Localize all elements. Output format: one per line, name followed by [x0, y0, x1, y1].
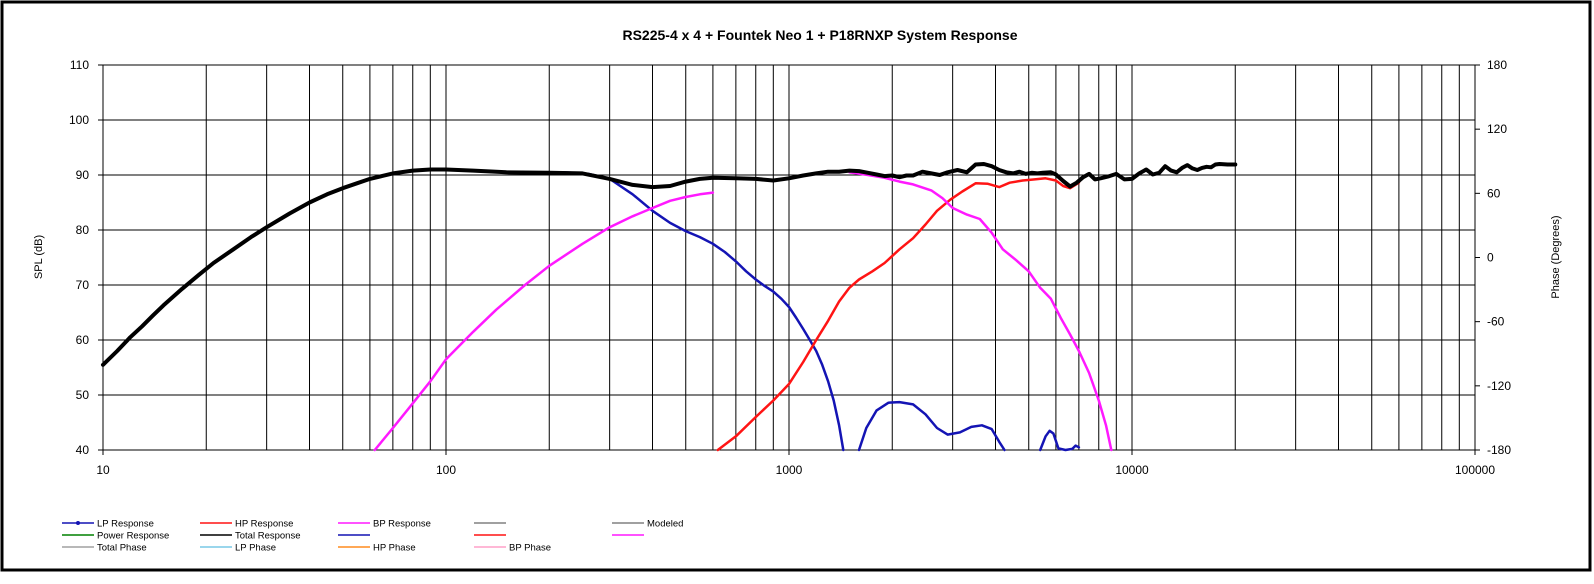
legend-label: Total Response: [235, 531, 300, 542]
x-tick-label: 10: [96, 463, 110, 477]
lp-response-line: [1038, 429, 1081, 452]
legend-item: Total Phase: [62, 543, 147, 554]
y2-tick-label: 180: [1487, 58, 1507, 72]
chart-border: [0, 0, 1592, 572]
y2-axis: -180 -120 -60 0 60 120 180: [1475, 58, 1511, 457]
legend-item: BP Response: [338, 519, 431, 530]
grid: [103, 64, 1475, 451]
legend-label: LP Response: [97, 519, 154, 530]
total-response-series: [101, 162, 1238, 367]
bp-response-series: [373, 171, 1113, 452]
y-tick-label: 60: [76, 333, 90, 347]
x-axis: 10 100 1000 10000 100000: [96, 450, 1495, 477]
y-axis-label: SPL (dB): [33, 235, 45, 279]
x-tick-label: 10000: [1115, 463, 1149, 477]
bp-response-line: [848, 171, 1113, 452]
legend-label: BP Phase: [509, 543, 551, 554]
x-tick-label: 1000: [776, 463, 803, 477]
legend-marker: [76, 521, 80, 525]
series-layer: [101, 162, 1238, 452]
total-response-line: [101, 162, 1238, 367]
bp-response-line: [373, 191, 715, 452]
y-tick-label: 80: [76, 223, 90, 237]
y-tick-label: 50: [76, 388, 90, 402]
y-tick-label: 90: [76, 168, 90, 182]
y2-tick-label: -120: [1487, 379, 1511, 393]
y2-axis-label: Phase (Degrees): [1550, 215, 1562, 298]
legend-item: HP Phase: [338, 543, 416, 554]
chart-title: RS225-4 x 4 + Fountek Neo 1 + P18RNXP Sy…: [622, 27, 1017, 43]
legend-label: BP Response: [373, 519, 431, 530]
legend-item: HP Response: [200, 519, 293, 530]
legend-label: Power Response: [97, 531, 169, 542]
legend-item: Total Response: [200, 531, 300, 542]
legend-label: LP Phase: [235, 543, 276, 554]
y-tick-label: 100: [69, 113, 89, 127]
legend-label: Modeled: [647, 519, 683, 530]
y2-tick-label: 0: [1487, 251, 1494, 265]
y-tick-label: 110: [70, 58, 89, 72]
hp-response-series: [716, 177, 1081, 452]
y2-tick-label: 60: [1487, 186, 1501, 200]
lp-response-line: [562, 171, 845, 452]
hp-response-line: [716, 177, 1081, 452]
y-tick-label: 70: [76, 278, 90, 292]
legend-item: BP Phase: [474, 543, 551, 554]
y-tick-label: 40: [76, 443, 90, 457]
y2-tick-label: -180: [1487, 443, 1511, 457]
y-axis: 40 50 60 70 80 90 100 110: [69, 58, 103, 457]
lp-response-series: [562, 171, 1081, 452]
legend-label: HP Phase: [373, 543, 416, 554]
y2-tick-label: 120: [1487, 122, 1507, 136]
legend: LP Response HP Response BP Response Modeled…: [62, 519, 683, 554]
legend-item: Modeled: [612, 519, 683, 530]
x-tick-label: 100000: [1455, 463, 1495, 477]
legend-item: LP Phase: [200, 543, 276, 554]
y2-tick-label: -60: [1487, 315, 1505, 329]
legend-item: Power Response: [62, 531, 169, 542]
legend-label: Total Phase: [97, 543, 147, 554]
legend-item: LP Response: [62, 519, 154, 530]
lp-response-line: [857, 400, 1006, 452]
x-tick-label: 100: [436, 463, 456, 477]
legend-label: HP Response: [235, 519, 293, 530]
